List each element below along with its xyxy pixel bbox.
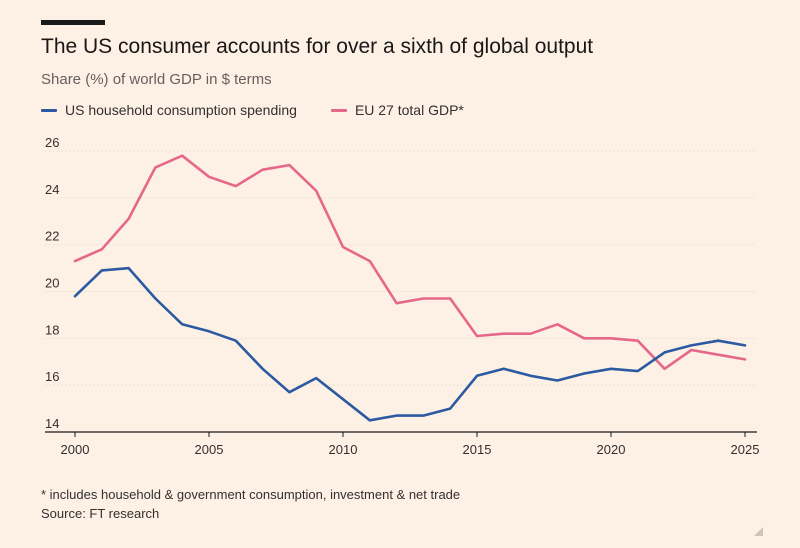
x-tick-label: 2015 [463,442,492,457]
x-axis-ticks: 2000 2005 2010 2015 2020 2025 [45,431,760,457]
chart-subtitle: Share (%) of world GDP in $ terms [41,71,272,88]
x-tick-label: 2010 [329,442,358,457]
y-tick-label: 24 [45,182,59,197]
x-tick-label: 2005 [195,442,224,457]
footnote: * includes household & government consum… [41,487,461,502]
y-tick-label: 22 [45,229,59,244]
source-note: Source: FT research [41,506,160,521]
x-tick-label: 2020 [597,442,626,457]
resize-corner-icon [754,527,763,536]
y-tick-label: 16 [45,369,59,384]
x-tick-label: 2000 [61,442,90,457]
data-series [73,154,747,422]
x-tick-label: 2025 [731,442,760,457]
y-tick-label: 26 [45,135,59,150]
y-tick-label: 18 [45,322,59,337]
legend-label-eu: EU 27 total GDP* [354,102,464,118]
chart-title: The US consumer accounts for over a sixt… [41,35,594,58]
grid-lines [45,150,757,386]
legend-swatch-eu [330,108,347,112]
series-line-us [73,266,747,422]
legend-item-eu: EU 27 total GDP* [330,102,464,118]
legend-swatch-us [41,108,57,112]
brand-bar [41,20,105,25]
y-tick-label: 20 [45,276,59,291]
chart-legend: US household consumption spending EU 27 … [41,102,498,118]
legend-label-us: US household consumption spending [65,102,297,118]
legend-item-us: US household consumption spending [41,102,297,118]
series-line-eu [73,154,747,371]
y-axis-ticks: 14 16 18 20 22 24 26 [45,135,59,431]
y-tick-label: 14 [45,416,59,431]
